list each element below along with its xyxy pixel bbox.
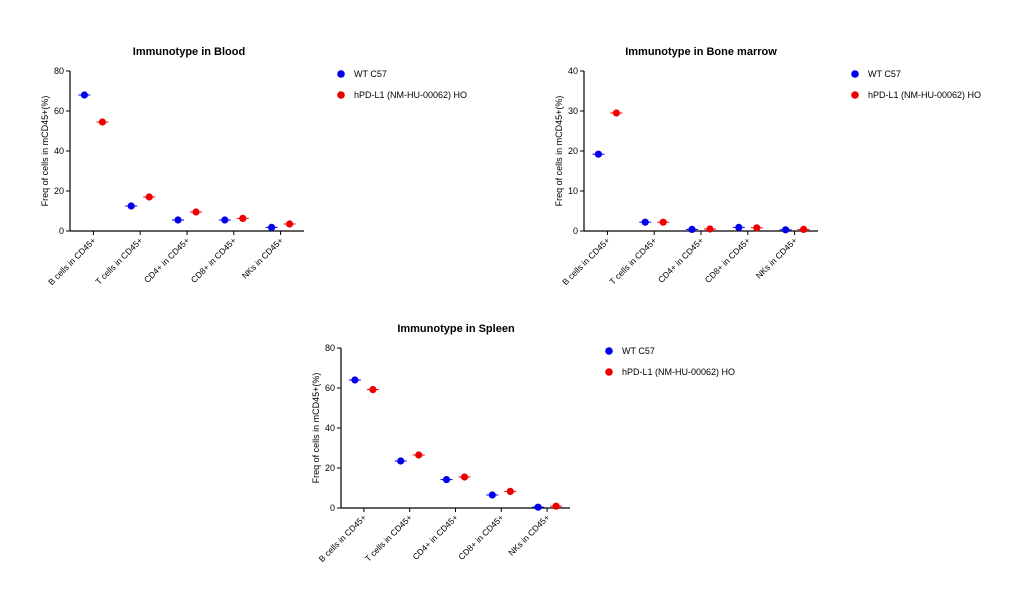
data-point: [735, 223, 743, 231]
data-point: [145, 193, 153, 201]
chart-1: Immunotype in Blood 0 20 40 60 80 Freq of cell…: [40, 46, 467, 287]
chart-title: Immunotype in Bone marrow: [625, 46, 777, 58]
y-tick-label: 30: [568, 106, 578, 116]
x-tick-label: B cells in CD45+: [46, 235, 98, 287]
chart-3: Immunotype in Spleen 0 20 40 60 80 Freq of cel…: [311, 323, 735, 564]
y-axis-label: Freq of cells in mCD45+(%): [554, 96, 564, 207]
data-point: [174, 216, 182, 224]
x-tick-label: CD4+ in CD45+: [656, 235, 706, 285]
y-tick-label: 0: [573, 226, 578, 236]
legend-label: WT C57: [622, 346, 655, 356]
y-tick-label: 0: [59, 226, 64, 236]
data-point: [397, 457, 405, 465]
x-tick-label: NKs in CD45+: [506, 512, 551, 557]
data-point: [782, 226, 790, 234]
x-tick-label: B cells in CD45+: [317, 512, 369, 564]
legend-label: WT C57: [354, 69, 387, 79]
y-tick-label: 40: [54, 146, 64, 156]
y-tick-label: 80: [325, 343, 335, 353]
data-point: [688, 225, 696, 233]
y-tick-label: 40: [568, 66, 578, 76]
data-point: [80, 91, 88, 99]
data-point: [127, 202, 135, 210]
x-tick-label: T cells in CD45+: [363, 512, 414, 563]
data-point: [415, 451, 423, 459]
x-tick-label: B cells in CD45+: [560, 235, 612, 287]
data-point: [594, 150, 603, 158]
legend-marker: [337, 70, 345, 78]
data-point: [659, 218, 667, 226]
data-point: [706, 225, 714, 233]
y-tick-label: 60: [325, 383, 335, 393]
data-point: [506, 487, 514, 495]
data-point: [192, 208, 200, 216]
data-point: [641, 218, 649, 226]
data-point: [460, 473, 469, 481]
y-tick-label: 60: [54, 106, 64, 116]
legend-label: hPD-L1 (NM-HU-00062) HO: [622, 367, 735, 377]
y-tick-label: 20: [325, 463, 335, 473]
chart-title: Immunotype in Spleen: [397, 323, 515, 335]
x-tick-label: NKs in CD45+: [754, 235, 799, 280]
data-point: [488, 491, 496, 499]
x-tick-label: CD8+ in CD45+: [456, 512, 506, 562]
chart-2: Immunotype in Bone marrow 0 10 20 30 40 Freq o…: [554, 46, 981, 287]
data-point: [612, 109, 621, 117]
legend-marker: [605, 368, 613, 376]
y-tick-label: 20: [54, 186, 64, 196]
legend-label: hPD-L1 (NM-HU-00062) HO: [868, 90, 981, 100]
data-point: [753, 224, 761, 232]
y-tick-label: 40: [325, 423, 335, 433]
data-point: [351, 376, 359, 384]
data-point: [98, 118, 106, 126]
y-tick-label: 80: [54, 66, 64, 76]
data-point: [442, 476, 451, 484]
legend-label: WT C57: [868, 69, 901, 79]
data-point: [221, 216, 229, 224]
data-point: [268, 223, 276, 231]
legend-label: hPD-L1 (NM-HU-00062) HO: [354, 90, 467, 100]
legend-marker: [337, 91, 345, 99]
chart-title: Immunotype in Blood: [133, 46, 245, 58]
y-tick-label: 20: [568, 146, 578, 156]
x-tick-label: CD8+ in CD45+: [189, 235, 239, 285]
data-point: [800, 225, 808, 233]
x-tick-label: NKs in CD45+: [240, 235, 285, 280]
data-point: [534, 503, 542, 511]
y-tick-label: 0: [330, 503, 335, 513]
legend-marker: [851, 70, 859, 78]
data-point: [239, 214, 247, 222]
x-tick-label: CD4+ in CD45+: [410, 512, 460, 562]
x-tick-label: CD8+ in CD45+: [703, 235, 753, 285]
x-tick-label: CD4+ in CD45+: [142, 235, 192, 285]
y-axis-label: Freq of cells in mCD45+(%): [311, 373, 321, 484]
data-point: [286, 220, 294, 228]
y-tick-label: 10: [568, 186, 578, 196]
x-tick-label: T cells in CD45+: [607, 235, 658, 286]
y-axis-label: Freq of cells in mCD45+(%): [40, 96, 50, 207]
legend-marker: [605, 347, 613, 355]
data-point: [369, 386, 377, 394]
x-tick-label: T cells in CD45+: [93, 235, 144, 286]
legend-marker: [851, 91, 859, 99]
data-point: [552, 502, 560, 510]
